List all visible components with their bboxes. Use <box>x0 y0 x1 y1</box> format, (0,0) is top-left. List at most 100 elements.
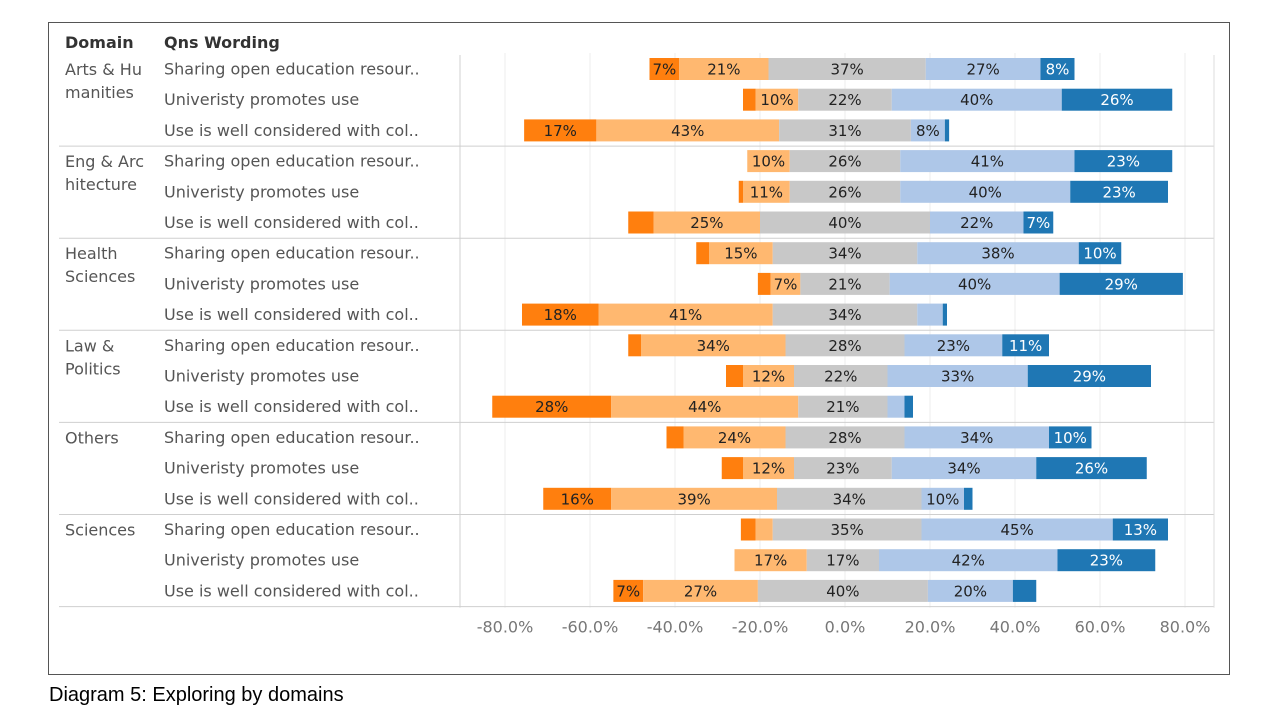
bar-segment <box>964 487 973 510</box>
bar-segment <box>628 334 641 357</box>
x-tick-label: 0.0% <box>825 618 866 637</box>
x-tick-label: -20.0% <box>732 618 789 637</box>
bar-segment <box>1023 211 1054 234</box>
bar-segment <box>900 180 1071 203</box>
x-tick-label: 40.0% <box>990 618 1041 637</box>
bar-segment <box>927 579 1013 602</box>
bar-segment <box>709 242 773 265</box>
data-label: 34% <box>697 337 730 355</box>
bar-segment <box>596 119 780 142</box>
bar-segment <box>891 457 1037 480</box>
bar-segment <box>772 518 922 541</box>
bar-segment <box>917 303 943 326</box>
data-label: 20% <box>954 582 987 600</box>
data-label: 22% <box>960 214 993 232</box>
data-label: 22% <box>828 91 861 109</box>
question-label: Sharing open education resour.. <box>164 152 420 171</box>
data-label: 29% <box>1105 275 1138 293</box>
question-label: Sharing open education resour.. <box>164 60 420 79</box>
bar-segment <box>879 549 1058 572</box>
bar-segment <box>598 303 773 326</box>
data-label: 31% <box>828 122 861 140</box>
data-label: 17% <box>754 552 787 570</box>
data-label: 10% <box>926 490 959 508</box>
data-label: 11% <box>750 183 783 201</box>
data-label: 15% <box>724 245 757 263</box>
bar-segment <box>800 272 890 295</box>
question-label: Sharing open education resour.. <box>164 428 420 447</box>
data-label: 12% <box>752 368 785 386</box>
domain-label: Law & <box>65 336 114 355</box>
bar-segment <box>944 119 950 142</box>
data-label: 23% <box>826 460 859 478</box>
bar-segment <box>900 150 1075 173</box>
bar-segment <box>721 457 743 480</box>
data-label: 7% <box>616 582 640 600</box>
bar-segment <box>683 426 786 449</box>
x-tick-label: 60.0% <box>1075 618 1126 637</box>
chart-frame: Domain Qns Wording Arts & Hu manities Sharin… <box>48 22 1230 675</box>
bar-segment <box>887 365 1028 387</box>
question-label: Sharing open education resour.. <box>164 244 420 263</box>
x-tick-label: 20.0% <box>905 618 956 637</box>
data-label: 10% <box>760 91 793 109</box>
data-label: 23% <box>1107 153 1140 171</box>
data-label: 8% <box>1046 61 1070 79</box>
bar-segment <box>666 426 684 449</box>
question-label: Use is well considered with col.. <box>164 213 419 232</box>
bar-segment <box>653 211 760 234</box>
question-label: Sharing open education resour.. <box>164 336 420 355</box>
bar-segment <box>755 518 773 541</box>
data-label: 23% <box>1102 183 1135 201</box>
bar-segment <box>921 518 1113 541</box>
bar-segment <box>1049 426 1092 449</box>
bar-segment <box>785 426 905 449</box>
bar-segment <box>887 395 905 418</box>
bar-segment <box>891 88 1062 111</box>
data-label: 26% <box>1075 460 1108 478</box>
data-label: 40% <box>828 214 861 232</box>
diverging-bar-chart: Domain Qns Wording Arts & Hu manities Sharin… <box>59 33 1215 637</box>
data-label: 12% <box>752 460 785 478</box>
bar-segment <box>904 426 1049 449</box>
bar-segment <box>779 119 911 142</box>
bar-segment <box>1078 242 1122 265</box>
data-label: 10% <box>752 153 785 171</box>
bar-segment <box>1112 518 1168 541</box>
bar-segment <box>743 457 794 480</box>
bar-segment <box>743 365 794 387</box>
bar-segment <box>1036 457 1147 480</box>
data-label: 22% <box>824 368 857 386</box>
question-label: Use is well considered with col.. <box>164 489 419 508</box>
data-label: 40% <box>826 582 859 600</box>
data-label: 17% <box>826 552 859 570</box>
bar-segment <box>611 487 777 510</box>
data-label: 34% <box>947 460 980 478</box>
data-label: 28% <box>828 337 861 355</box>
bar-segment <box>794 457 892 480</box>
x-tick-label: 80.0% <box>1160 618 1211 637</box>
bar-segment <box>755 88 799 111</box>
data-label: 25% <box>690 214 723 232</box>
data-label: 26% <box>828 153 861 171</box>
bar-segment <box>1012 579 1037 602</box>
data-label: 17% <box>544 122 577 140</box>
bar-segment <box>798 88 892 111</box>
data-label: 45% <box>1000 521 1033 539</box>
data-label: 35% <box>830 521 863 539</box>
bar-segment <box>492 395 612 418</box>
bar-segment <box>740 518 756 541</box>
data-label: 21% <box>826 398 859 416</box>
bar-segment <box>543 487 612 510</box>
domain-label: manities <box>65 83 134 102</box>
data-label: 24% <box>718 429 751 447</box>
data-label: 34% <box>960 429 993 447</box>
data-label: 34% <box>833 490 866 508</box>
bar-segment <box>785 334 905 357</box>
question-label: Univeristy promotes use <box>164 367 359 386</box>
bar-segment <box>522 303 599 326</box>
bar-segment <box>806 549 879 572</box>
bar-segment <box>777 487 922 510</box>
bar-segment <box>738 180 743 203</box>
bar-segment <box>904 395 913 418</box>
